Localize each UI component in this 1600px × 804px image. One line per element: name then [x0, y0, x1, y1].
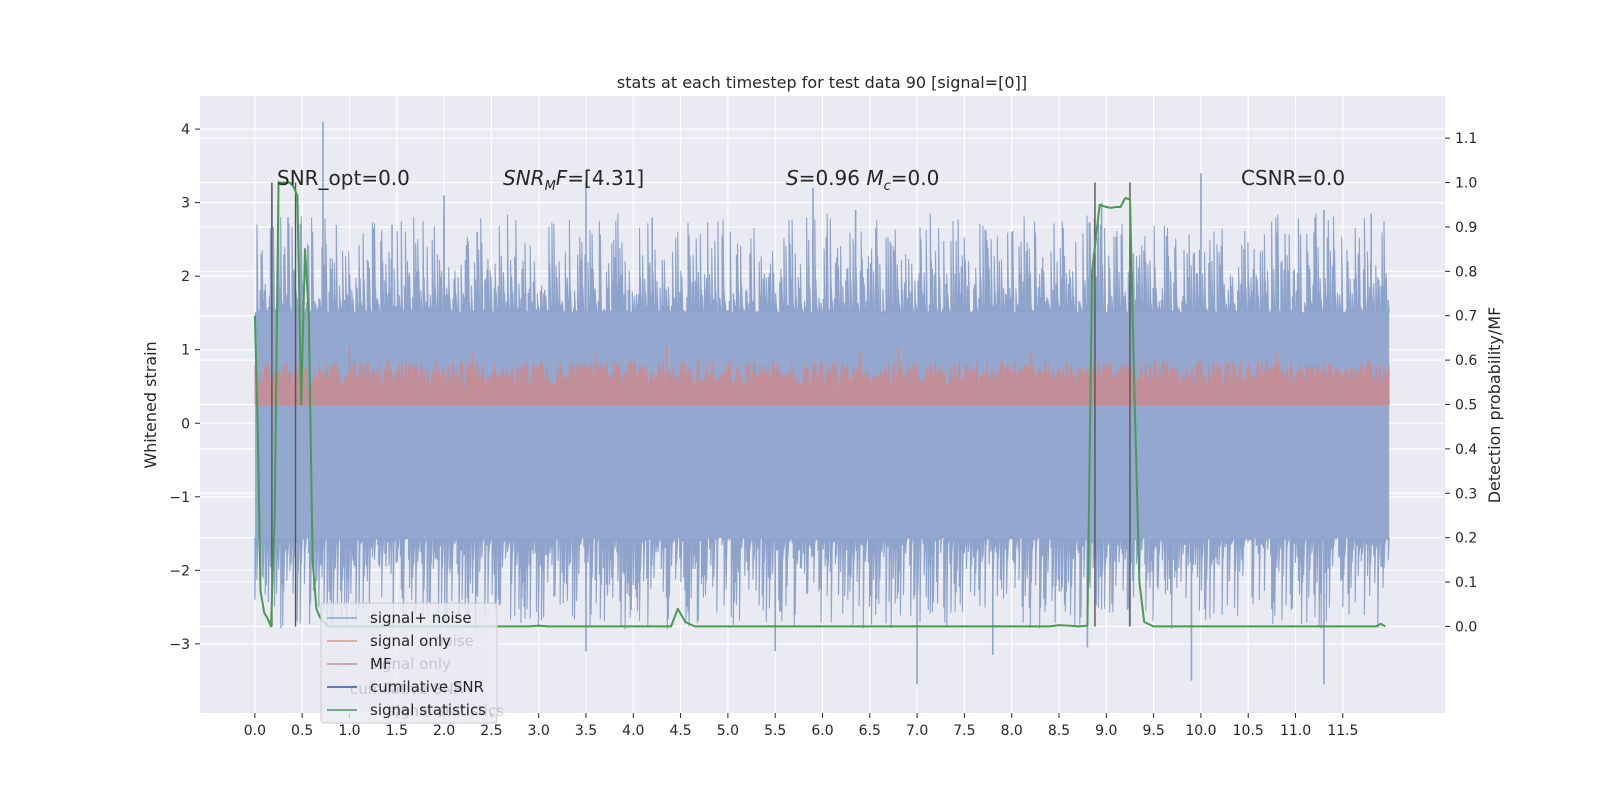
legend-ghost-signal-only: signal only: [370, 655, 451, 673]
x-tick-label: 0.0: [244, 723, 266, 739]
x-tick-label: 6.0: [811, 723, 833, 739]
y2-tick-label: 1.1: [1455, 131, 1477, 147]
y-tick-label: −3: [169, 637, 190, 653]
signal-statistics-line: [253, 181, 1386, 628]
mf-band: [254, 359, 1390, 405]
y-tick-label: 4: [181, 122, 190, 138]
x-tick-label: 7.0: [906, 723, 928, 739]
y2-axis-label: Detection probability/MF: [1485, 307, 1504, 504]
y2-tick-label: 0.0: [1455, 619, 1477, 635]
vertical-markers: [271, 182, 1131, 627]
y-tick-label: 1: [181, 343, 190, 359]
legend-entry-mf: MF: [327, 655, 392, 673]
y2-tick-label: 0.4: [1455, 442, 1477, 458]
y2-tick-label: 0.7: [1455, 309, 1477, 325]
y-tick-label: 3: [181, 196, 190, 212]
y-tick-label: 2: [181, 269, 190, 285]
y2-tick-label: 0.2: [1455, 531, 1477, 547]
legend-box: [320, 602, 498, 724]
signal-noise-band: [254, 312, 1390, 538]
x-tick-label: 8.5: [1048, 723, 1070, 739]
legend-label-signal-statistics: signal statistics: [370, 701, 486, 719]
x-tick-label: 1.5: [386, 723, 408, 739]
x-tick-label: 5.5: [764, 723, 786, 739]
x-tick-label: 3.0: [528, 723, 550, 739]
y-axis-left: −3 −2 −1 0 1 2 3 4: [169, 122, 200, 653]
y-tick-label: −1: [169, 490, 190, 506]
signal-noise-lower-fluctuation: [254, 535, 1390, 630]
y-axis-right: 0.0 0.1 0.2 0.3 0.4 0.5 0.6 0.7 0.8 0.9 1.0 1.1: [1445, 131, 1477, 635]
x-tick-label: 11.5: [1327, 723, 1358, 739]
mf-series: [254, 346, 1390, 405]
annotations: SNR_opt=0.0 SNRMF=[4.31] S=0.96 Mc=0.0 C…: [277, 166, 1345, 194]
x-tick-label: 5.0: [717, 723, 739, 739]
x-tick-label: 4.0: [622, 723, 644, 739]
y2-tick-label: 1.0: [1455, 176, 1477, 192]
x-tick-label: 0.5: [291, 723, 313, 739]
y2-tick-label: 0.1: [1455, 575, 1477, 591]
y-tick-label: −2: [169, 563, 190, 579]
x-tick-label: 10.5: [1233, 723, 1264, 739]
x-axis: 0.0 0.5 1.0 1.5 2.0 2.5 3.0 3.5 4.0 4.5 5.0 5.5 6.0 6…: [244, 713, 1358, 739]
signal-noise-series: [254, 121, 1390, 685]
x-tick-label: 4.5: [669, 723, 691, 739]
annotation-s-mc: S=0.96 Mc=0.0: [786, 166, 939, 194]
legend-label-signal-noise: signal+ noise: [370, 609, 472, 627]
annotation-snr-mf: SNRMF=[4.31]: [503, 166, 644, 194]
legend[interactable]: noise signal only cumilative SNR signal …: [320, 602, 504, 724]
y2-tick-label: 0.3: [1455, 486, 1477, 502]
x-tick-label: 2.0: [433, 723, 455, 739]
legend-label-cumilative-snr: cumilative SNR: [370, 678, 484, 696]
x-tick-label: 10.0: [1185, 723, 1216, 739]
legend-entry-cumilative-snr: cumilative SNR: [327, 678, 484, 696]
x-tick-label: 11.0: [1280, 723, 1311, 739]
y-axis-label: Whitened strain: [141, 341, 160, 468]
legend-ghost-signal-statistics: signal statistics: [388, 702, 504, 720]
x-tick-label: 7.5: [953, 723, 975, 739]
x-tick-label: 2.5: [480, 723, 502, 739]
legend-label-mf: MF: [370, 655, 392, 673]
y2-tick-label: 0.6: [1455, 353, 1477, 369]
x-tick-label: 3.5: [575, 723, 597, 739]
x-tick-label: 1.0: [338, 723, 360, 739]
annotation-snr-opt: SNR_opt=0.0: [277, 166, 410, 190]
legend-entry-signal-only: signal only: [327, 632, 451, 650]
signal-statistics-series: [253, 181, 1386, 628]
x-tick-label: 8.0: [1001, 723, 1023, 739]
legend-entry-signal-statistics: signal statistics: [327, 701, 486, 719]
legend-ghost-cumilative-snr: cumilative SNR: [350, 680, 464, 698]
legend-ghost-noise: noise: [434, 632, 474, 650]
y2-tick-label: 0.5: [1455, 398, 1477, 414]
legend-entry-signal-noise: signal+ noise: [327, 609, 472, 627]
x-tick-label: 9.5: [1142, 723, 1164, 739]
y2-tick-label: 0.8: [1455, 264, 1477, 280]
chart-title: stats at each timestep for test data 90 …: [617, 73, 1027, 92]
annotation-csnr: CSNR=0.0: [1241, 166, 1345, 190]
x-tick-label: 6.5: [859, 723, 881, 739]
y2-tick-label: 0.9: [1455, 220, 1477, 236]
y-tick-label: 0: [181, 416, 190, 432]
legend-label-signal-only: signal only: [370, 632, 451, 650]
x-tick-label: 9.0: [1095, 723, 1117, 739]
